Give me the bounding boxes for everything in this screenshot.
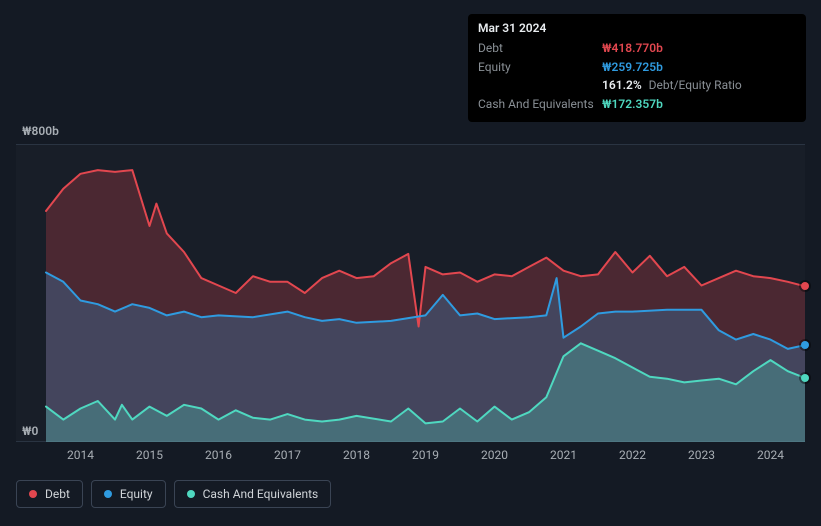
series-end-marker [801, 374, 809, 382]
series-end-marker [801, 282, 809, 290]
x-axis-tick: 2024 [757, 448, 784, 462]
legend-dot-icon [187, 490, 195, 498]
x-axis-tick: 2019 [412, 448, 439, 462]
legend-item-cash[interactable]: Cash And Equivalents [174, 480, 332, 508]
legend-dot-icon [104, 490, 112, 498]
tooltip-date: Mar 31 2024 [478, 20, 796, 39]
chart-tooltip: Mar 31 2024 Debt ₩418.770b Equity ₩259.7… [468, 14, 806, 122]
x-axis-tick: 2017 [274, 448, 301, 462]
tooltip-value: ₩172.357b [602, 96, 663, 113]
tooltip-row-cash: Cash And Equivalents ₩172.357b [478, 95, 796, 114]
tooltip-label: Debt [478, 40, 602, 57]
tooltip-label: Cash And Equivalents [478, 96, 602, 113]
legend-label: Equity [120, 487, 153, 501]
legend-label: Debt [45, 487, 70, 501]
x-axis-tick: 2015 [136, 448, 163, 462]
y-axis-max-label: ₩800b [22, 124, 59, 138]
x-axis-tick: 2021 [550, 448, 577, 462]
tooltip-ratio-pct: 161.2% [602, 78, 642, 92]
tooltip-value: ₩418.770b [602, 40, 663, 57]
x-axis-tick: 2016 [205, 448, 232, 462]
legend-dot-icon [29, 490, 37, 498]
x-axis: 2014 2015 2016 2017 2018 2019 2020 2021 2022 2023… [16, 448, 805, 466]
x-axis-tick: 2022 [619, 448, 646, 462]
legend-item-equity[interactable]: Equity [91, 480, 166, 508]
tooltip-label [478, 77, 602, 94]
x-axis-tick: 2020 [481, 448, 508, 462]
x-axis-tick: 2023 [688, 448, 715, 462]
tooltip-row-debt: Debt ₩418.770b [478, 39, 796, 58]
x-axis-tick: 2018 [343, 448, 370, 462]
tooltip-ratio-text: Debt/Equity Ratio [649, 78, 742, 92]
x-axis-tick: 2014 [67, 448, 94, 462]
chart-svg [16, 144, 805, 442]
series-end-marker [801, 341, 809, 349]
tooltip-label: Equity [478, 59, 602, 76]
tooltip-row-equity: Equity ₩259.725b [478, 58, 796, 77]
tooltip-value: ₩259.725b [602, 59, 663, 76]
tooltip-row-ratio: 161.2% Debt/Equity Ratio [478, 76, 796, 95]
chart-legend: Debt Equity Cash And Equivalents [16, 480, 331, 508]
legend-item-debt[interactable]: Debt [16, 480, 83, 508]
legend-label: Cash And Equivalents [203, 487, 319, 501]
